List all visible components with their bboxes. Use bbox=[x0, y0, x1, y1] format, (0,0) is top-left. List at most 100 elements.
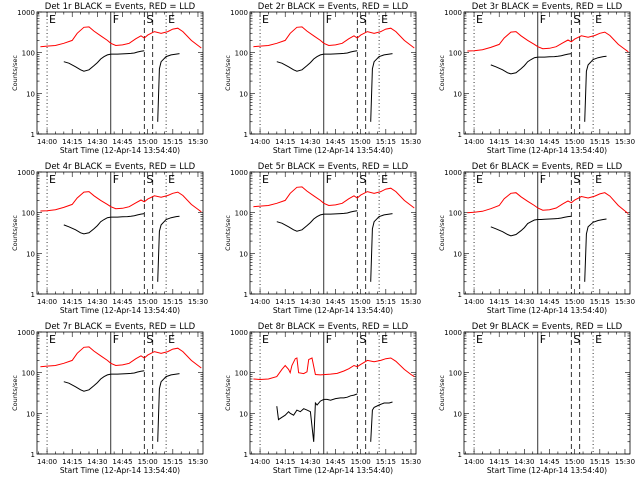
y-tick-label: 1 bbox=[244, 451, 248, 459]
x-tick-label: 14:30 bbox=[514, 458, 534, 466]
y-axis-label: Counts/sec bbox=[11, 55, 19, 91]
y-tick-label: 100 bbox=[449, 50, 462, 58]
x-tick-label: 15:30 bbox=[401, 298, 421, 306]
lld-series-line bbox=[467, 31, 629, 53]
event-marker-label: S bbox=[359, 333, 366, 346]
x-tick-label: 15:30 bbox=[188, 138, 208, 146]
x-axis-label: Start Time (12-Apr-14 13:54:40) bbox=[273, 306, 393, 315]
event-marker-label: F bbox=[540, 333, 546, 346]
x-tick-label: 14:15 bbox=[275, 298, 295, 306]
x-tick-label: 14:45 bbox=[112, 138, 132, 146]
x-tick-label: 15:00 bbox=[565, 298, 585, 306]
x-tick-label: 14:00 bbox=[37, 458, 57, 466]
y-tick-label: 1000 bbox=[444, 9, 462, 17]
y-tick-label: 1000 bbox=[17, 169, 35, 177]
plot-frame bbox=[249, 331, 417, 455]
events-series-line bbox=[584, 218, 607, 282]
y-tick-label: 1 bbox=[31, 131, 35, 139]
events-series-line bbox=[276, 50, 358, 72]
events-series-line bbox=[584, 55, 607, 122]
event-marker-label: S bbox=[146, 173, 153, 186]
x-tick-label: 15:15 bbox=[376, 298, 396, 306]
y-tick-label: 1 bbox=[458, 451, 462, 459]
chart-panel: Det 1r BLACK = Events, RED = LLD 1 10 100 10… bbox=[11, 2, 208, 155]
event-marker-label: F bbox=[113, 333, 119, 346]
event-marker-label: S bbox=[359, 173, 366, 186]
event-marker-label: E bbox=[381, 13, 388, 26]
x-tick-label: 14:45 bbox=[112, 458, 132, 466]
y-tick-label: 1 bbox=[31, 291, 35, 299]
x-tick-label: 14:15 bbox=[275, 138, 295, 146]
chart-title: Det 8r BLACK = Events, RED = LLD bbox=[258, 322, 409, 332]
y-tick-label: 1000 bbox=[444, 329, 462, 337]
x-tick-label: 14:45 bbox=[325, 298, 345, 306]
x-axis-label: Start Time (12-Apr-14 13:54:40) bbox=[487, 466, 607, 475]
y-tick-label: 10 bbox=[239, 410, 248, 418]
chart-panel: Det 5r BLACK = Events, RED = LLD 1 10 100 10… bbox=[224, 162, 421, 315]
y-tick-label: 100 bbox=[449, 370, 462, 378]
event-marker-label: S bbox=[146, 333, 153, 346]
y-tick-label: 10 bbox=[453, 90, 462, 98]
x-tick-label: 15:15 bbox=[163, 298, 183, 306]
chart-panel: Det 9r BLACK = Events, RED = LLD 1 10 100 10… bbox=[438, 322, 635, 475]
events-series-line bbox=[157, 373, 180, 442]
x-tick-label: 15:15 bbox=[590, 298, 610, 306]
y-axis-label: Counts/sec bbox=[224, 215, 232, 251]
x-tick-label: 15:00 bbox=[565, 138, 585, 146]
event-marker-label: E bbox=[49, 173, 56, 186]
y-tick-label: 100 bbox=[22, 370, 35, 378]
x-tick-label: 14:15 bbox=[489, 458, 509, 466]
x-tick-label: 14:00 bbox=[464, 138, 484, 146]
y-axis-label: Counts/sec bbox=[438, 215, 446, 251]
y-tick-label: 1000 bbox=[17, 329, 35, 337]
x-tick-label: 14:30 bbox=[300, 298, 320, 306]
plot-frame bbox=[463, 331, 631, 455]
x-tick-label: 15:30 bbox=[615, 298, 635, 306]
lld-series-line bbox=[467, 192, 629, 214]
x-tick-label: 14:30 bbox=[87, 138, 107, 146]
event-marker-label: E bbox=[381, 173, 388, 186]
chart-title: Det 4r BLACK = Events, RED = LLD bbox=[45, 162, 196, 172]
lld-series-line bbox=[40, 26, 202, 49]
x-tick-label: 14:00 bbox=[464, 298, 484, 306]
x-tick-label: 15:00 bbox=[138, 298, 158, 306]
plot-frame bbox=[463, 171, 631, 295]
x-tick-label: 15:00 bbox=[138, 138, 158, 146]
x-tick-label: 14:15 bbox=[489, 138, 509, 146]
event-marker-label: E bbox=[262, 333, 269, 346]
x-tick-label: 15:15 bbox=[163, 458, 183, 466]
y-tick-label: 10 bbox=[453, 250, 462, 258]
y-axis-label: Counts/sec bbox=[11, 215, 19, 251]
x-tick-label: 14:30 bbox=[87, 298, 107, 306]
chart-panel: Det 7r BLACK = Events, RED = LLD 1 10 100 10… bbox=[11, 322, 208, 475]
event-marker-label: F bbox=[540, 173, 546, 186]
x-axis-label: Start Time (12-Apr-14 13:54:40) bbox=[487, 146, 607, 155]
event-marker-label: E bbox=[476, 173, 483, 186]
event-marker-label: S bbox=[573, 173, 580, 186]
x-tick-label: 14:45 bbox=[325, 458, 345, 466]
y-tick-label: 1 bbox=[31, 451, 35, 459]
x-tick-label: 14:00 bbox=[250, 298, 270, 306]
x-tick-label: 14:45 bbox=[112, 298, 132, 306]
y-tick-label: 1000 bbox=[17, 9, 35, 17]
x-tick-label: 14:30 bbox=[300, 138, 320, 146]
x-tick-label: 14:00 bbox=[37, 138, 57, 146]
plot-frame bbox=[463, 11, 631, 135]
plot-frame bbox=[249, 171, 417, 295]
event-marker-label: E bbox=[476, 13, 483, 26]
y-tick-label: 100 bbox=[449, 210, 462, 218]
plot-frame bbox=[249, 11, 417, 135]
chart-title: Det 7r BLACK = Events, RED = LLD bbox=[45, 322, 196, 332]
x-tick-label: 14:30 bbox=[300, 458, 320, 466]
lld-series-line bbox=[253, 186, 415, 209]
plot-frame bbox=[36, 11, 204, 135]
event-marker-label: F bbox=[113, 13, 119, 26]
x-tick-label: 15:15 bbox=[590, 458, 610, 466]
events-series-line bbox=[157, 53, 180, 122]
y-axis-label: Counts/sec bbox=[11, 375, 19, 411]
x-tick-label: 15:30 bbox=[401, 458, 421, 466]
x-tick-label: 15:30 bbox=[188, 458, 208, 466]
y-tick-label: 10 bbox=[26, 410, 35, 418]
